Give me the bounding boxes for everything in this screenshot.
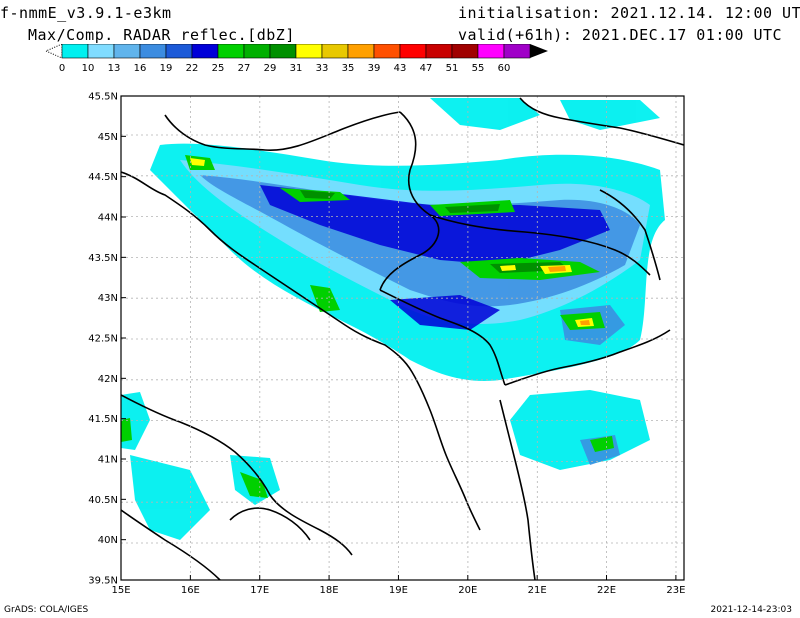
graticule — [121, 96, 684, 580]
lon-tick-label: 19E — [389, 585, 408, 596]
radar-echoes — [121, 98, 665, 540]
valid-value: 2021.DEC.17 01:00 UTC — [581, 26, 783, 44]
lat-tick-label: 39.5N — [88, 576, 118, 587]
lon-tick-label: 22E — [597, 585, 616, 596]
lat-tick-label: 43N — [98, 293, 118, 304]
colorbar-tick-label: 16 — [134, 63, 147, 74]
colorbar-tick-label: 0 — [59, 63, 65, 74]
lat-tick-label: 41.5N — [88, 414, 118, 425]
colorbar-tick-label: 55 — [472, 63, 485, 74]
colorbar-tick-label: 60 — [498, 63, 511, 74]
lat-tick-label: 44N — [98, 213, 118, 224]
model-title: f-nmmE_v3.9.1-e3km — [0, 4, 172, 22]
init-label: initialisation: — [458, 4, 601, 22]
colorbar-tick-label: 10 — [82, 63, 95, 74]
lat-tick-label: 40N — [98, 535, 118, 546]
axis-labels: 45.5N 45N 44.5N 44N 43.5N 43N 42.5N 42N 41.5N 41N… — [88, 92, 685, 597]
variable-title: Max/Comp. RADAR reflec.[dbZ] — [28, 26, 295, 44]
lat-tick-label: 45.5N — [88, 92, 118, 103]
lon-tick-label: 18E — [320, 585, 339, 596]
colorbar-tick-label: 29 — [264, 63, 277, 74]
colorbar-tick-label: 35 — [342, 63, 355, 74]
init-value: 2021.12.14. 12:00 UTC — [610, 4, 800, 22]
lon-tick-label: 23E — [666, 585, 685, 596]
colorbar-tick-label: 39 — [368, 63, 381, 74]
colorbar-tick-label: 19 — [160, 63, 173, 74]
colorbar-legend: 0 10 13 16 19 22 25 27 29 31 33 35 39 43 47 51 55 60 — [44, 44, 548, 74]
lat-tick-label: 40.5N — [88, 495, 118, 506]
lon-tick-label: 21E — [528, 585, 547, 596]
valid-label: valid(+61h): — [458, 26, 573, 44]
colorbar-tick-label: 13 — [108, 63, 121, 74]
colorbar-tick-label: 33 — [316, 63, 329, 74]
colorbar-tick-label: 22 — [186, 63, 199, 74]
valid-line: valid(+61h): 2021.DEC.17 01:00 UTC — [458, 26, 782, 44]
lat-tick-label: 44.5N — [88, 172, 118, 183]
lat-tick-label: 43.5N — [88, 253, 118, 264]
lat-tick-label: 41N — [98, 455, 118, 466]
lon-tick-label: 16E — [181, 585, 200, 596]
initialisation-line: initialisation: 2021.12.14. 12:00 UTC — [458, 4, 800, 22]
grads-credit: GrADS: COLA/IGES — [4, 605, 89, 615]
colorbar-upper-arrow — [530, 44, 548, 58]
colorbar-tick-label: 27 — [238, 63, 251, 74]
colorbar-tick-label: 51 — [446, 63, 459, 74]
colorbar-tick-label: 31 — [290, 63, 303, 74]
lat-tick-label: 42N — [98, 374, 118, 385]
lon-tick-label: 15E — [111, 585, 130, 596]
coastlines-borders — [121, 97, 684, 580]
colorbar-tick-label: 43 — [394, 63, 407, 74]
lon-tick-label: 17E — [250, 585, 269, 596]
lat-tick-label: 45N — [98, 132, 118, 143]
timestamp-credit: 2021-12-14-23:03 — [710, 605, 793, 615]
colorbar-tick-label: 25 — [212, 63, 225, 74]
lon-tick-label: 20E — [458, 585, 477, 596]
lat-tick-label: 42.5N — [88, 334, 118, 345]
colorbar-tick-label: 47 — [420, 63, 433, 74]
